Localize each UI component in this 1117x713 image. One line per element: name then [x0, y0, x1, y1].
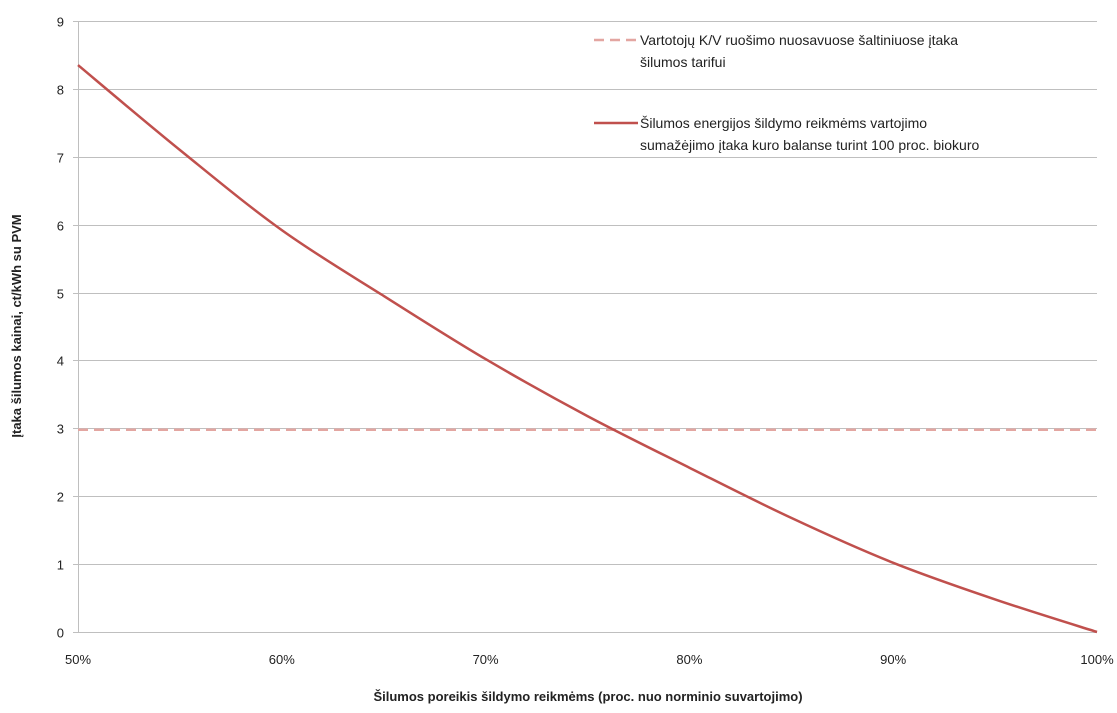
series-line-consumption-reduction-solid [77, 64, 1098, 634]
legend-entry-2: Šilumos energijos šildymo reikmėms varto… [594, 115, 980, 153]
y-tick-label: 6 [57, 219, 64, 234]
y-tick-label: 7 [57, 151, 64, 166]
x-tick-label: 100% [1080, 652, 1114, 667]
legend: Vartotojų K/V ruošimo nuosavuose šaltini… [594, 32, 980, 153]
legend-entry-1: Vartotojų K/V ruošimo nuosavuose šaltini… [594, 32, 958, 70]
axes [73, 21, 1097, 633]
y-tick-label: 0 [57, 626, 64, 641]
y-tick-label: 5 [57, 287, 64, 302]
gridlines [78, 21, 1097, 565]
legend-label: sumažėjimo įtaka kuro balanse turint 100… [640, 137, 980, 153]
y-tick-label: 9 [57, 15, 64, 30]
x-tick-label: 60% [269, 652, 295, 667]
y-tick-label: 4 [57, 354, 64, 369]
legend-label: Vartotojų K/V ruošimo nuosavuose šaltini… [640, 32, 958, 48]
x-tick-label: 50% [65, 652, 91, 667]
y-tick-label: 1 [57, 558, 64, 573]
series [77, 64, 1098, 634]
x-tick-label: 70% [473, 652, 499, 667]
tick-labels: 0 1 2 3 4 5 6 7 8 9 50% 60% 70% 80% 90% 100% [57, 15, 1114, 668]
y-tick-label: 3 [57, 422, 64, 437]
x-axis-title: Šilumos poreikis šildymo reikmėms (proc.… [373, 689, 802, 704]
legend-label: Šilumos energijos šildymo reikmėms varto… [640, 115, 927, 131]
x-tick-label: 90% [880, 652, 906, 667]
y-tick-label: 8 [57, 83, 64, 98]
y-axis-title: Įtaka šilumos kainai, ct/kWh su PVM [9, 214, 24, 437]
y-tick-label: 2 [57, 490, 64, 505]
legend-label: šilumos tarifui [640, 54, 726, 70]
x-tick-label: 80% [676, 652, 702, 667]
